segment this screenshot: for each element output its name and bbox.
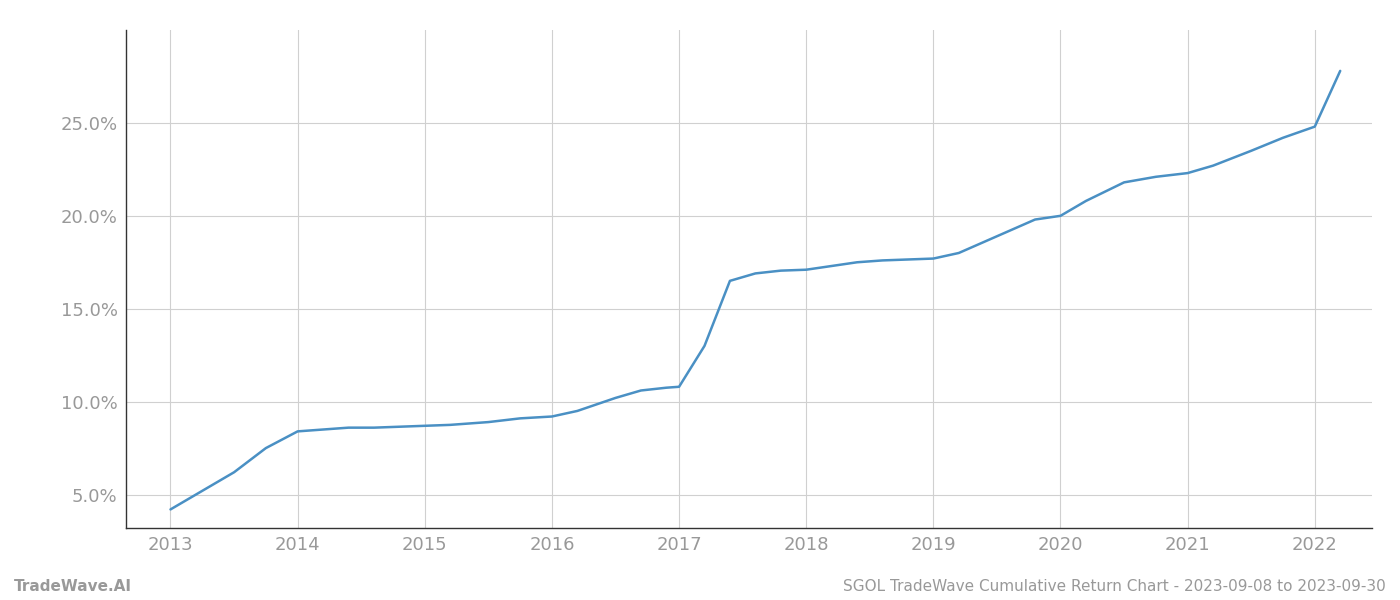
Text: TradeWave.AI: TradeWave.AI [14, 579, 132, 594]
Text: SGOL TradeWave Cumulative Return Chart - 2023-09-08 to 2023-09-30: SGOL TradeWave Cumulative Return Chart -… [843, 579, 1386, 594]
